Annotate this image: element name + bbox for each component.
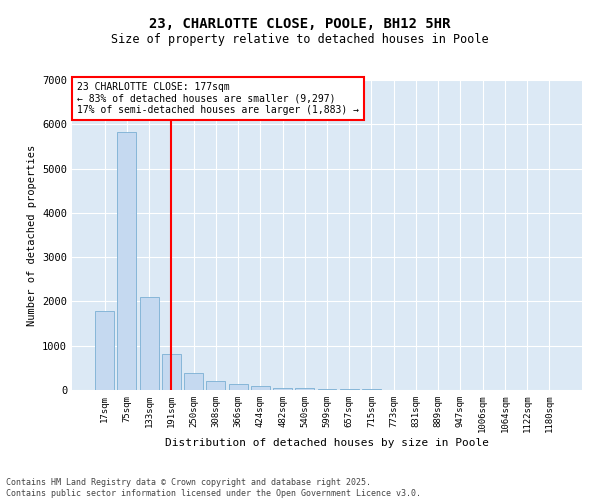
- Bar: [184, 373, 203, 390]
- Bar: [140, 297, 158, 390]
- Bar: [251, 386, 270, 390]
- Text: Size of property relative to detached houses in Poole: Size of property relative to detached ho…: [111, 32, 489, 46]
- Bar: [162, 354, 181, 390]
- Bar: [340, 389, 359, 390]
- X-axis label: Distribution of detached houses by size in Poole: Distribution of detached houses by size …: [165, 438, 489, 448]
- Text: 23, CHARLOTTE CLOSE, POOLE, BH12 5HR: 23, CHARLOTTE CLOSE, POOLE, BH12 5HR: [149, 18, 451, 32]
- Text: Contains HM Land Registry data © Crown copyright and database right 2025.
Contai: Contains HM Land Registry data © Crown c…: [6, 478, 421, 498]
- Bar: [95, 311, 114, 390]
- Bar: [118, 132, 136, 390]
- Y-axis label: Number of detached properties: Number of detached properties: [26, 144, 37, 326]
- Bar: [273, 388, 292, 390]
- Bar: [206, 381, 225, 390]
- Bar: [317, 389, 337, 390]
- Bar: [229, 384, 248, 390]
- Bar: [295, 388, 314, 390]
- Text: 23 CHARLOTTE CLOSE: 177sqm
← 83% of detached houses are smaller (9,297)
17% of s: 23 CHARLOTTE CLOSE: 177sqm ← 83% of deta…: [77, 82, 359, 115]
